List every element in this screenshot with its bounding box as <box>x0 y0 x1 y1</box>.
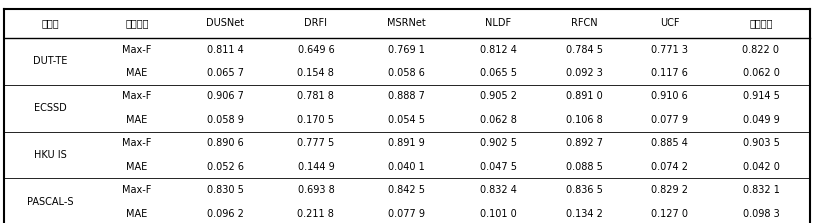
Text: 0.902 5: 0.902 5 <box>479 138 517 148</box>
Text: 0.054 5: 0.054 5 <box>388 115 425 125</box>
Text: MAE: MAE <box>126 209 147 219</box>
Text: PASCAL-S: PASCAL-S <box>27 197 74 207</box>
Text: 0.822 0: 0.822 0 <box>742 45 780 55</box>
Text: DUT-TE: DUT-TE <box>33 56 68 66</box>
Text: MAE: MAE <box>126 162 147 172</box>
Text: Max-F: Max-F <box>122 138 151 148</box>
Text: UCF: UCF <box>660 19 680 28</box>
Text: MSRNet: MSRNet <box>387 19 426 28</box>
Text: 0.106 8: 0.106 8 <box>566 115 603 125</box>
Text: Max-F: Max-F <box>122 45 151 55</box>
Text: 0.830 5: 0.830 5 <box>207 185 243 195</box>
Text: 0.096 2: 0.096 2 <box>207 209 243 219</box>
Text: 0.211 8: 0.211 8 <box>297 209 335 219</box>
Text: 0.777 5: 0.777 5 <box>297 138 335 148</box>
Text: 0.811 4: 0.811 4 <box>207 45 243 55</box>
Text: 0.910 6: 0.910 6 <box>651 91 688 101</box>
Text: 0.888 7: 0.888 7 <box>388 91 425 101</box>
Text: 0.058 6: 0.058 6 <box>388 68 425 78</box>
Text: 0.891 0: 0.891 0 <box>566 91 603 101</box>
Text: 0.784 5: 0.784 5 <box>566 45 603 55</box>
Text: 0.058 9: 0.058 9 <box>207 115 243 125</box>
Text: 0.062 0: 0.062 0 <box>742 68 779 78</box>
Text: 0.062 8: 0.062 8 <box>479 115 517 125</box>
Text: 0.074 2: 0.074 2 <box>651 162 689 172</box>
Text: 0.771 3: 0.771 3 <box>651 45 689 55</box>
Text: 0.832 4: 0.832 4 <box>479 185 517 195</box>
Text: 0.047 5: 0.047 5 <box>479 162 517 172</box>
Text: 0.769 1: 0.769 1 <box>388 45 425 55</box>
Text: DRFI: DRFI <box>304 19 327 28</box>
Text: 0.077 9: 0.077 9 <box>388 209 425 219</box>
Text: 0.040 1: 0.040 1 <box>388 162 425 172</box>
Text: 0.832 1: 0.832 1 <box>742 185 779 195</box>
Text: 0.170 5: 0.170 5 <box>297 115 335 125</box>
Text: 0.903 5: 0.903 5 <box>742 138 779 148</box>
Text: NLDF: NLDF <box>485 19 511 28</box>
Text: 0.101 0: 0.101 0 <box>479 209 517 219</box>
Text: 0.154 8: 0.154 8 <box>297 68 335 78</box>
Text: 0.892 7: 0.892 7 <box>566 138 603 148</box>
Text: HKU IS: HKU IS <box>34 150 67 160</box>
Text: 0.906 7: 0.906 7 <box>207 91 243 101</box>
Text: MAE: MAE <box>126 68 147 78</box>
Text: 0.905 2: 0.905 2 <box>479 91 517 101</box>
Text: 本文算法: 本文算法 <box>749 19 772 28</box>
Text: 0.836 5: 0.836 5 <box>566 185 603 195</box>
Text: DUSNet: DUSNet <box>206 19 244 28</box>
Text: Max-F: Max-F <box>122 91 151 101</box>
Text: 0.134 2: 0.134 2 <box>566 209 603 219</box>
Text: 0.829 2: 0.829 2 <box>651 185 689 195</box>
Text: 0.092 3: 0.092 3 <box>566 68 603 78</box>
Text: Max-F: Max-F <box>122 185 151 195</box>
Text: 0.781 8: 0.781 8 <box>297 91 335 101</box>
Text: 0.065 5: 0.065 5 <box>479 68 517 78</box>
Text: 0.891 9: 0.891 9 <box>388 138 425 148</box>
Text: RFCN: RFCN <box>571 19 597 28</box>
Text: 0.049 9: 0.049 9 <box>742 115 779 125</box>
Text: 0.649 6: 0.649 6 <box>297 45 335 55</box>
Text: ECSSD: ECSSD <box>34 103 67 113</box>
Text: 0.842 5: 0.842 5 <box>388 185 425 195</box>
Text: 0.144 9: 0.144 9 <box>297 162 335 172</box>
Text: 0.077 9: 0.077 9 <box>651 115 689 125</box>
Text: 0.042 0: 0.042 0 <box>742 162 779 172</box>
Text: 0.812 4: 0.812 4 <box>479 45 517 55</box>
Text: 0.052 6: 0.052 6 <box>207 162 243 172</box>
Text: 0.117 6: 0.117 6 <box>651 68 689 78</box>
Text: 0.127 0: 0.127 0 <box>651 209 689 219</box>
Text: 评测指标: 评测指标 <box>125 19 148 28</box>
Text: 数据集: 数据集 <box>42 19 59 28</box>
Text: 0.065 7: 0.065 7 <box>207 68 243 78</box>
Text: 0.088 5: 0.088 5 <box>566 162 603 172</box>
Text: 0.693 8: 0.693 8 <box>297 185 335 195</box>
Text: 0.914 5: 0.914 5 <box>742 91 779 101</box>
Text: 0.890 6: 0.890 6 <box>207 138 243 148</box>
Text: 0.885 4: 0.885 4 <box>651 138 689 148</box>
Text: 0.098 3: 0.098 3 <box>742 209 779 219</box>
Text: MAE: MAE <box>126 115 147 125</box>
